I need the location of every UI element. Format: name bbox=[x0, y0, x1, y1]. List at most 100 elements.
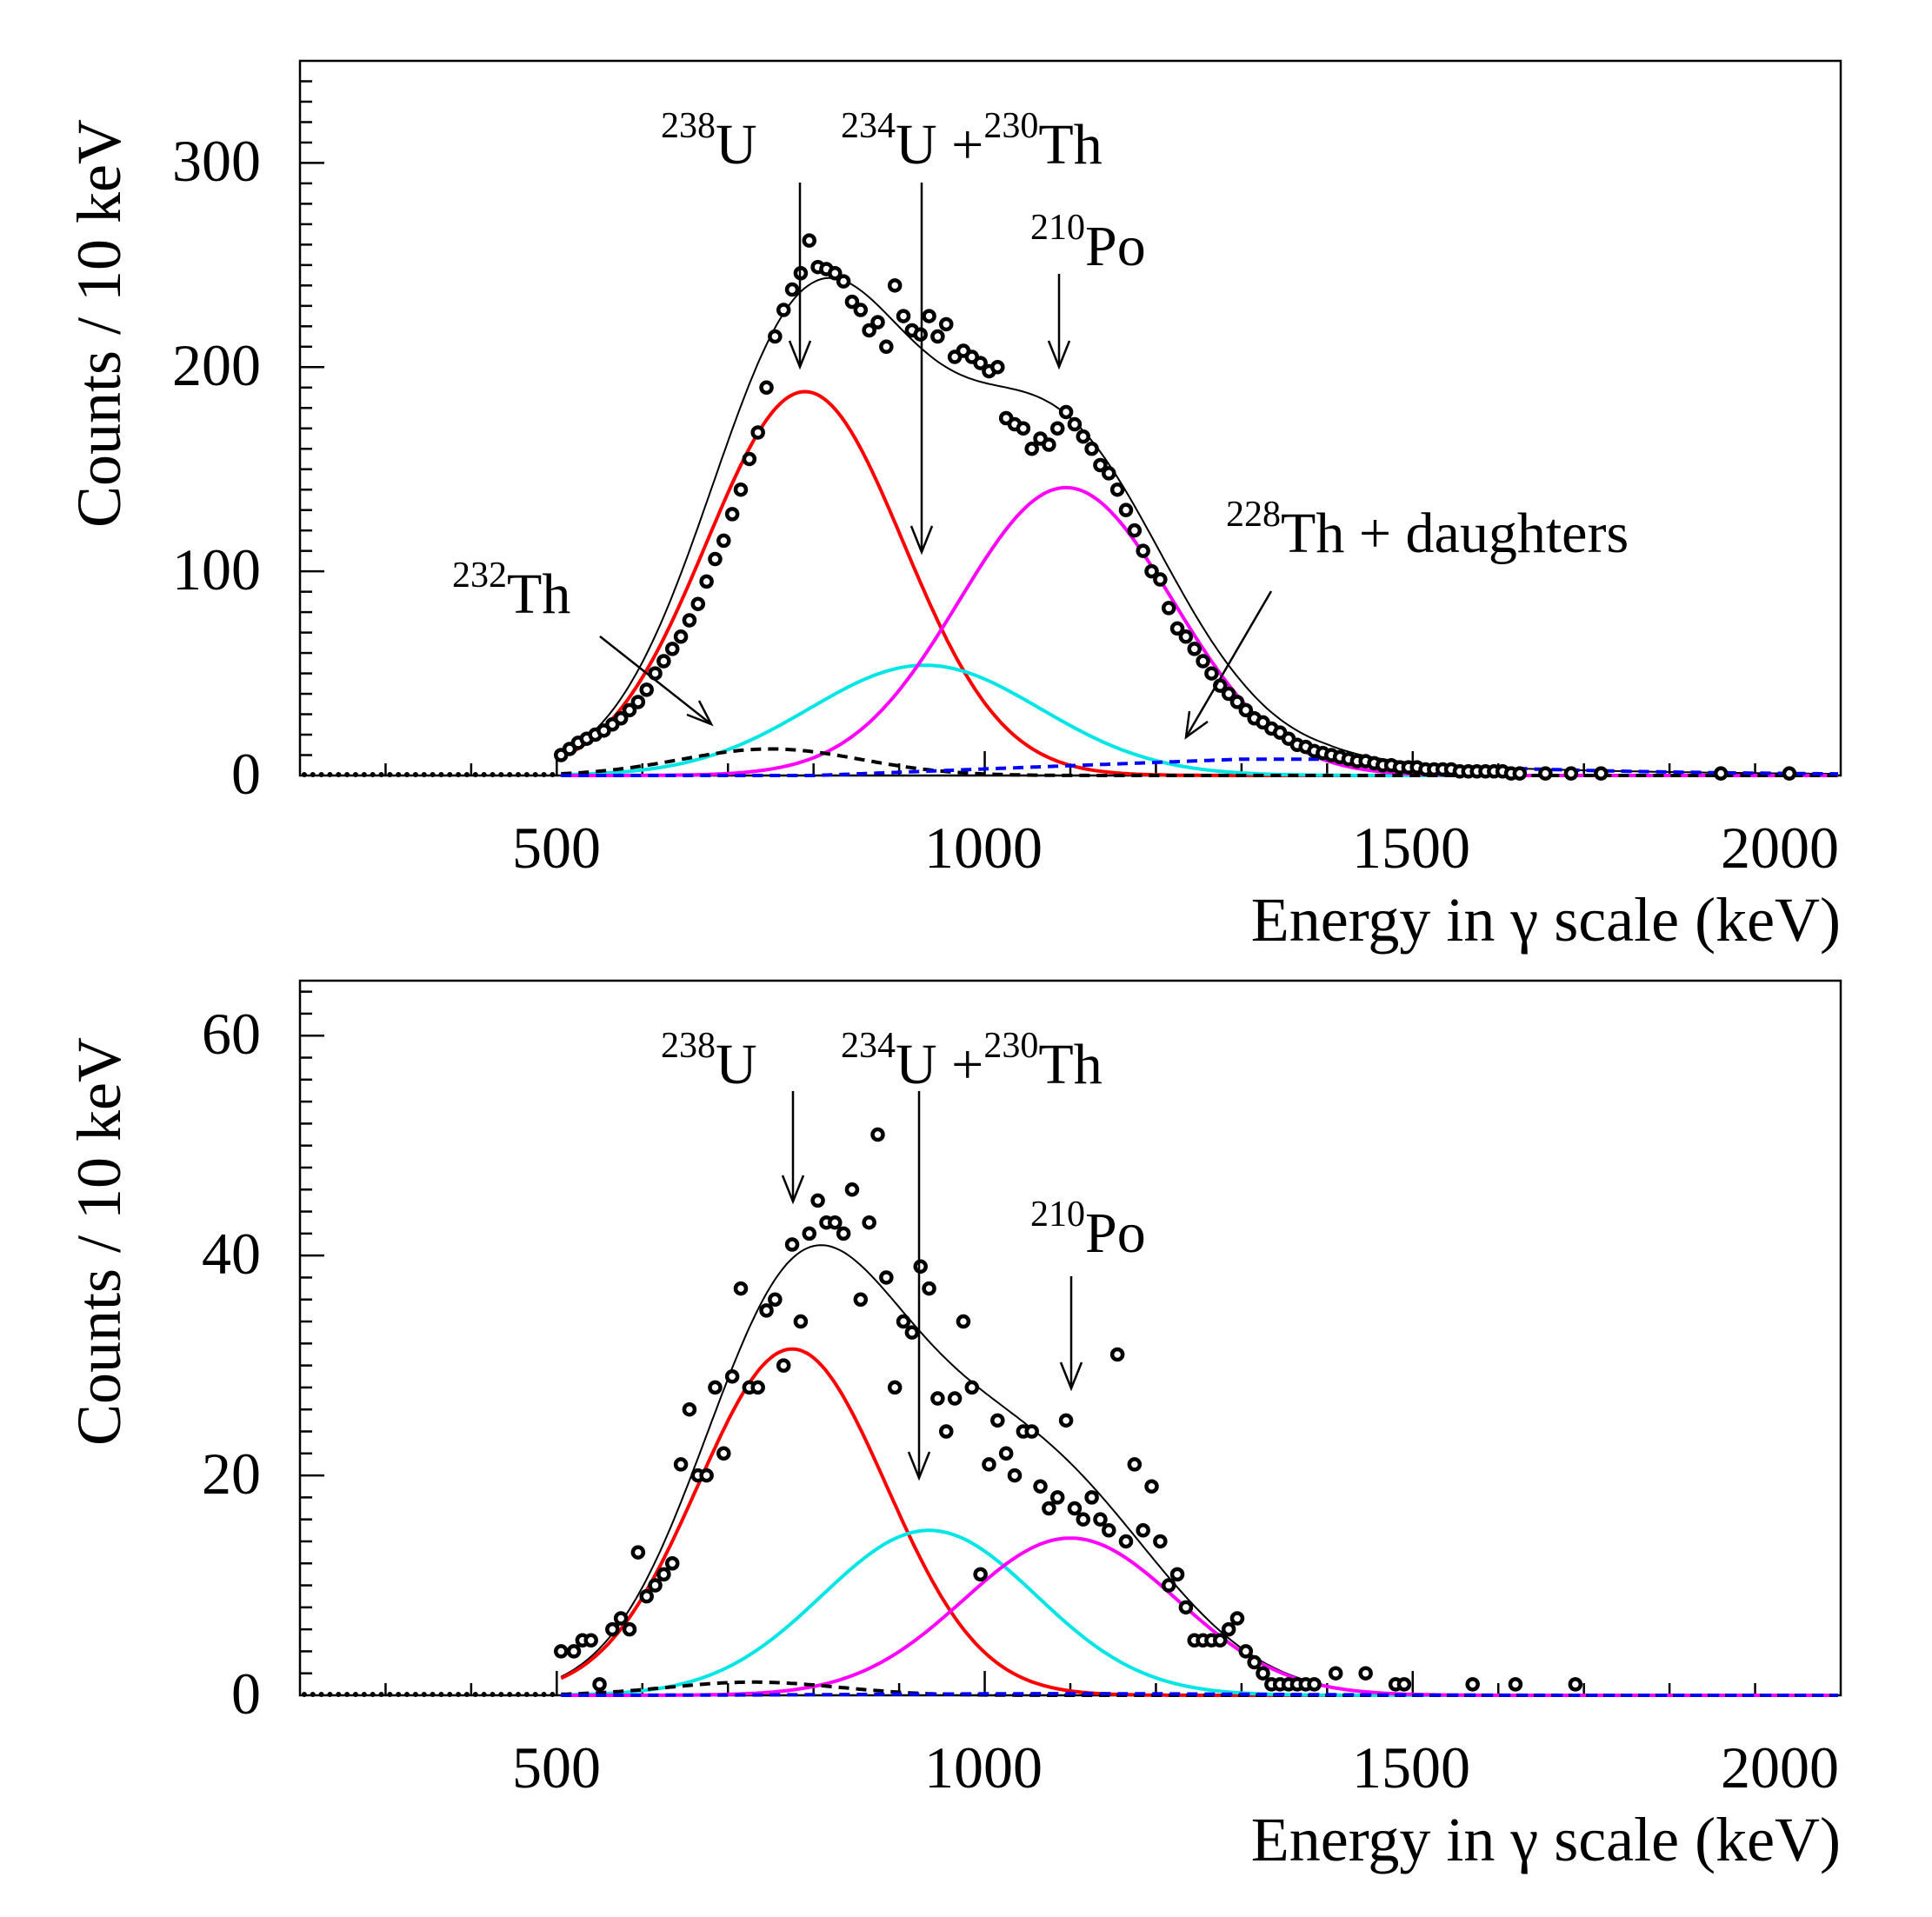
fit-curves bbox=[560, 1244, 1838, 1697]
baseline-bin bbox=[447, 772, 453, 777]
curve-228th-daughters bbox=[561, 1692, 1838, 1697]
data-point bbox=[828, 266, 843, 281]
data-point bbox=[1127, 523, 1143, 538]
baseline-bin bbox=[344, 772, 350, 777]
curve-232th bbox=[561, 747, 1838, 777]
y-tick-label: 40 bbox=[202, 1221, 261, 1287]
data-point bbox=[964, 1380, 980, 1395]
data-point bbox=[1033, 1479, 1048, 1494]
data-point bbox=[776, 303, 791, 317]
y-tick-label: 60 bbox=[202, 1001, 261, 1067]
data-point bbox=[1109, 482, 1125, 497]
data-point bbox=[802, 1226, 816, 1241]
baseline-bin bbox=[507, 772, 513, 777]
data-point bbox=[998, 1446, 1014, 1461]
baseline-bin bbox=[550, 772, 556, 777]
data-point bbox=[784, 282, 800, 297]
data-point bbox=[853, 1292, 869, 1307]
baseline-bin bbox=[507, 1692, 513, 1697]
data-point bbox=[1049, 421, 1065, 436]
data-point bbox=[664, 1555, 680, 1571]
data-point bbox=[1076, 1512, 1091, 1527]
isotope-number: 228 bbox=[1226, 495, 1281, 535]
data-point bbox=[1204, 666, 1219, 681]
baseline-bin bbox=[532, 1692, 538, 1697]
baseline-bin bbox=[352, 1692, 358, 1697]
data-point bbox=[1084, 441, 1099, 456]
baseline-bin bbox=[523, 772, 530, 777]
baseline-bin bbox=[498, 772, 504, 777]
data-point bbox=[716, 533, 731, 549]
data-point bbox=[690, 596, 706, 611]
data-point bbox=[1782, 766, 1797, 781]
data-point bbox=[947, 1391, 963, 1406]
data-point bbox=[1169, 621, 1185, 636]
data-point bbox=[1594, 766, 1609, 781]
data-point bbox=[879, 339, 894, 355]
data-point bbox=[990, 1413, 1005, 1428]
baseline-bin bbox=[463, 1692, 470, 1697]
data-point bbox=[793, 1314, 809, 1329]
data-point bbox=[750, 1380, 765, 1395]
data-point bbox=[1238, 1644, 1254, 1659]
data-point bbox=[1024, 1424, 1039, 1439]
baseline-bin bbox=[516, 772, 522, 777]
data-point bbox=[922, 309, 936, 323]
baseline-bin bbox=[396, 1692, 402, 1697]
annotation-arrows bbox=[781, 1091, 1083, 1481]
data-point bbox=[1221, 686, 1236, 702]
data-point bbox=[802, 233, 816, 248]
data-point bbox=[630, 1545, 646, 1560]
data-point bbox=[750, 425, 765, 440]
x-tick-label: 500 bbox=[512, 815, 601, 881]
element-name: U bbox=[716, 113, 757, 176]
element-name: Th bbox=[1038, 113, 1102, 176]
baseline-bin bbox=[463, 772, 470, 777]
data-point bbox=[1538, 766, 1553, 781]
curve-228th-daughters bbox=[561, 757, 1838, 777]
baseline-bin bbox=[456, 772, 462, 777]
data-point bbox=[1084, 1490, 1099, 1505]
data-point bbox=[648, 1578, 663, 1593]
data-point bbox=[1307, 1677, 1322, 1692]
data-point bbox=[1067, 416, 1083, 432]
data-point bbox=[990, 360, 1005, 375]
data-point bbox=[1118, 503, 1134, 517]
data-point bbox=[1161, 601, 1176, 616]
data-point bbox=[776, 1358, 791, 1373]
annotation-arrows bbox=[599, 183, 1273, 740]
baseline-bin bbox=[516, 1692, 522, 1697]
data-points bbox=[301, 1127, 1583, 1697]
data-point bbox=[887, 1380, 903, 1395]
data-point bbox=[656, 654, 671, 669]
fit-curves bbox=[560, 276, 1838, 777]
data-point bbox=[1396, 1677, 1412, 1692]
data-point bbox=[1136, 543, 1150, 558]
baseline-bin bbox=[387, 1692, 393, 1697]
data-point bbox=[1042, 437, 1056, 452]
x-tick-label: 1000 bbox=[924, 815, 1043, 881]
data-point bbox=[1042, 1501, 1056, 1516]
data-point bbox=[879, 1270, 894, 1285]
data-point bbox=[613, 1611, 629, 1626]
baseline-bin bbox=[301, 772, 307, 777]
panel-top: 500 1000 1500 2000 0 100 200 300 Energy … bbox=[64, 59, 1842, 955]
data-point bbox=[699, 574, 714, 589]
baseline-bin bbox=[361, 1692, 367, 1697]
data-point bbox=[1058, 1413, 1074, 1428]
data-point bbox=[904, 1325, 920, 1340]
data-point bbox=[1213, 1633, 1228, 1648]
data-point bbox=[1144, 563, 1159, 579]
baseline-bin bbox=[430, 1692, 436, 1697]
x-axis-title: Energy in γ scale (keV) bbox=[1251, 885, 1841, 955]
data-point bbox=[1358, 1666, 1373, 1681]
data-point bbox=[1512, 766, 1528, 781]
data-point bbox=[622, 702, 637, 718]
baseline-bin bbox=[472, 1692, 478, 1697]
label-228Th: 228Th + daughters bbox=[1226, 495, 1629, 565]
data-point bbox=[1247, 1654, 1262, 1670]
baseline-bin bbox=[327, 1692, 333, 1697]
baseline-bin bbox=[378, 1692, 384, 1697]
data-point bbox=[622, 1621, 637, 1637]
baseline-bin bbox=[541, 1692, 547, 1697]
